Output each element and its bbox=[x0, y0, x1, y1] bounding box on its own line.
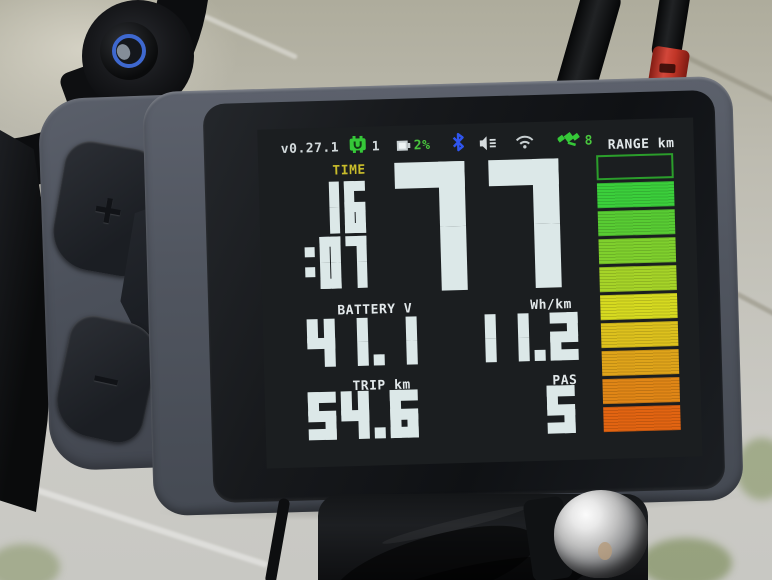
range-gauge bbox=[596, 153, 681, 433]
trip-value bbox=[307, 389, 419, 441]
range-label: RANGE km bbox=[607, 136, 675, 153]
satellite-icon bbox=[557, 131, 580, 147]
firmware-version: v0.27.1 bbox=[280, 140, 340, 158]
range-segment bbox=[603, 405, 681, 433]
motor-state-value: 1 bbox=[371, 139, 381, 155]
bluetooth-icon bbox=[452, 132, 465, 152]
moss-patch bbox=[640, 538, 732, 580]
display-content: v0.27.1 1 2% bbox=[257, 117, 703, 469]
minus-button[interactable]: − bbox=[49, 311, 163, 448]
time-minutes bbox=[304, 235, 368, 290]
range-segment bbox=[597, 209, 676, 237]
range-segment bbox=[598, 237, 677, 265]
gps-satellite-count: 8 bbox=[584, 133, 594, 149]
assist-value bbox=[546, 384, 576, 434]
range-segment bbox=[602, 377, 681, 405]
motor-controller-icon bbox=[349, 135, 366, 154]
ferrule-marking bbox=[659, 63, 676, 74]
range-segment bbox=[600, 293, 678, 321]
moss-patch bbox=[0, 544, 60, 580]
minus-button-label: − bbox=[88, 351, 125, 407]
range-segment bbox=[596, 181, 675, 209]
battery-voltage-value bbox=[306, 316, 418, 367]
battery-percent: 2% bbox=[413, 137, 431, 154]
range-segment bbox=[600, 321, 679, 349]
wifi-icon bbox=[515, 135, 534, 149]
display-screen: v0.27.1 1 2% bbox=[202, 89, 726, 504]
consumption-value bbox=[468, 311, 579, 363]
range-segment bbox=[599, 265, 677, 293]
time-label: TIME bbox=[332, 162, 366, 179]
time-hours bbox=[318, 180, 367, 234]
plus-button-label: + bbox=[90, 180, 127, 239]
bicycle-bell bbox=[554, 490, 648, 578]
consumption-label: Wh/km bbox=[530, 296, 573, 314]
battery-icon bbox=[396, 140, 411, 151]
range-segment bbox=[596, 153, 674, 181]
main-value bbox=[394, 158, 562, 292]
bell-reflection bbox=[598, 542, 612, 560]
range-segment bbox=[601, 349, 680, 377]
speaker-icon bbox=[479, 136, 496, 151]
